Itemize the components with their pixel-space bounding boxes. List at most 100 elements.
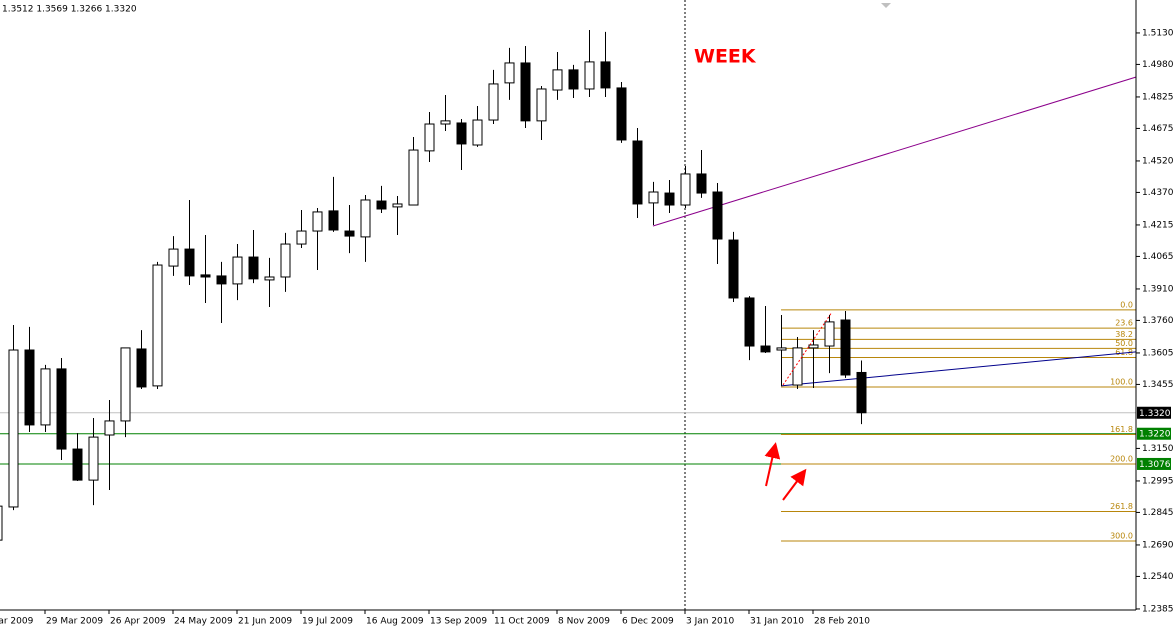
candle-body <box>408 149 419 206</box>
candle-body <box>728 239 739 299</box>
x-tick-label: 31 Jan 2010 <box>750 617 804 627</box>
fib-label: 100.0 <box>1110 377 1133 386</box>
candle-body <box>792 347 803 386</box>
y-tick-label: 1.3605 <box>1142 348 1173 358</box>
x-tick-label: 26 Apr 2009 <box>110 617 166 627</box>
fib-label: 50.0 <box>1115 339 1133 348</box>
fib-label: 300.0 <box>1110 531 1133 540</box>
x-tick-label: 24 May 2009 <box>174 617 233 627</box>
candle-body <box>120 347 131 422</box>
y-tick-label: 1.2845 <box>1142 508 1173 518</box>
trendline <box>652 76 1136 227</box>
fib-label: 0.0 <box>1120 300 1133 309</box>
y-tick-label: 1.2690 <box>1142 540 1173 550</box>
candle-body <box>680 173 691 206</box>
candle-body <box>360 199 371 238</box>
x-tick-label: 11 Oct 2009 <box>494 617 550 627</box>
candle-body <box>520 62 531 122</box>
x-tick-label: 29 Mar 2009 <box>46 617 103 627</box>
candle-body <box>504 62 515 84</box>
candle-body <box>216 275 227 285</box>
candle-body <box>712 191 723 240</box>
price-box-label: 1.3076 <box>1139 460 1171 470</box>
y-tick-label: 1.4980 <box>1142 60 1173 70</box>
candle-body <box>280 243 291 278</box>
candle-body <box>168 248 179 267</box>
candle-body <box>264 276 275 281</box>
fib-label: 38.2 <box>1115 330 1133 339</box>
arrow <box>782 468 807 501</box>
candle-body <box>56 368 67 450</box>
fib-label: 261.8 <box>1110 502 1133 511</box>
candle-body <box>136 348 147 388</box>
x-tick-label: 13 Sep 2009 <box>430 617 487 627</box>
candle-body <box>808 344 819 349</box>
candle-body <box>152 264 163 387</box>
candle-body <box>424 123 435 152</box>
plot-area: 0.0 23.6 38.250.061.8 100.0 161.8 200.0 261.8 3… <box>0 0 1136 610</box>
candle-body <box>744 297 755 347</box>
candle-body <box>536 88 547 122</box>
y-tick-label: 1.4520 <box>1142 156 1173 166</box>
candle-body <box>0 505 3 541</box>
arrow <box>764 442 781 487</box>
y-tick-label: 1.3910 <box>1142 284 1173 294</box>
y-tick-label: 1.3150 <box>1142 444 1173 454</box>
price-box-label: 1.3320 <box>1139 409 1171 419</box>
scroll-marker <box>881 3 891 8</box>
annotation: WEEK <box>694 46 757 68</box>
candle-body <box>8 349 19 508</box>
candle-body <box>760 345 771 353</box>
y-tick-label: 1.2540 <box>1142 572 1173 582</box>
x-tick-label: 1 Mar 2009 <box>0 617 34 627</box>
candle-body <box>632 140 643 205</box>
candle-body <box>248 256 259 280</box>
candle-body <box>24 349 35 426</box>
candle-body <box>344 230 355 237</box>
price-box <box>1137 457 1171 470</box>
y-tick-label: 1.4370 <box>1142 188 1173 198</box>
y-tick-label: 1.4215 <box>1142 220 1173 230</box>
candle-body <box>104 420 115 436</box>
candle-body <box>472 119 483 146</box>
fib-label: 23.6 <box>1115 319 1133 328</box>
y-tick-label: 1.2995 <box>1142 476 1173 486</box>
candle-body <box>72 448 83 481</box>
fib-label: 61.8 <box>1115 348 1133 357</box>
y-tick-label: 1.3455 <box>1142 380 1173 390</box>
candle-body <box>776 347 787 351</box>
x-tick-label: 8 Nov 2009 <box>558 617 610 627</box>
candle-body <box>312 211 323 232</box>
candle-body <box>552 69 563 91</box>
candle-body <box>200 274 211 278</box>
candle-body <box>40 368 51 426</box>
x-tick-label: 28 Feb 2010 <box>814 617 870 627</box>
candle-body <box>328 210 339 231</box>
fib-label: 161.8 <box>1110 425 1133 434</box>
y-tick-label: 1.2385 <box>1142 604 1173 614</box>
y-tick-label: 1.4675 <box>1142 124 1173 134</box>
ohlc-header: 1.3512 1.3569 1.3266 1.3320 <box>2 5 137 15</box>
price-box-label: 1.3220 <box>1139 430 1171 440</box>
y-tick-label: 1.5130 <box>1142 28 1173 38</box>
price-box <box>1137 427 1171 440</box>
candle-body <box>840 319 851 376</box>
y-tick-label: 1.4065 <box>1142 252 1173 262</box>
y-tick-label: 1.4825 <box>1142 92 1173 102</box>
candle-body <box>392 203 403 208</box>
x-tick-label: 6 Dec 2009 <box>622 617 674 627</box>
candle-body <box>296 230 307 245</box>
x-tick-label: 16 Aug 2009 <box>366 617 424 627</box>
candle-body <box>88 436 99 481</box>
candle-body <box>824 321 835 347</box>
y-tick-label: 1.3760 <box>1142 316 1173 326</box>
candle-body <box>696 173 707 194</box>
candle-body <box>600 61 611 89</box>
candle-body <box>184 248 195 277</box>
candle-body <box>376 200 387 210</box>
price-box <box>1137 406 1171 419</box>
candle-body <box>648 191 659 204</box>
